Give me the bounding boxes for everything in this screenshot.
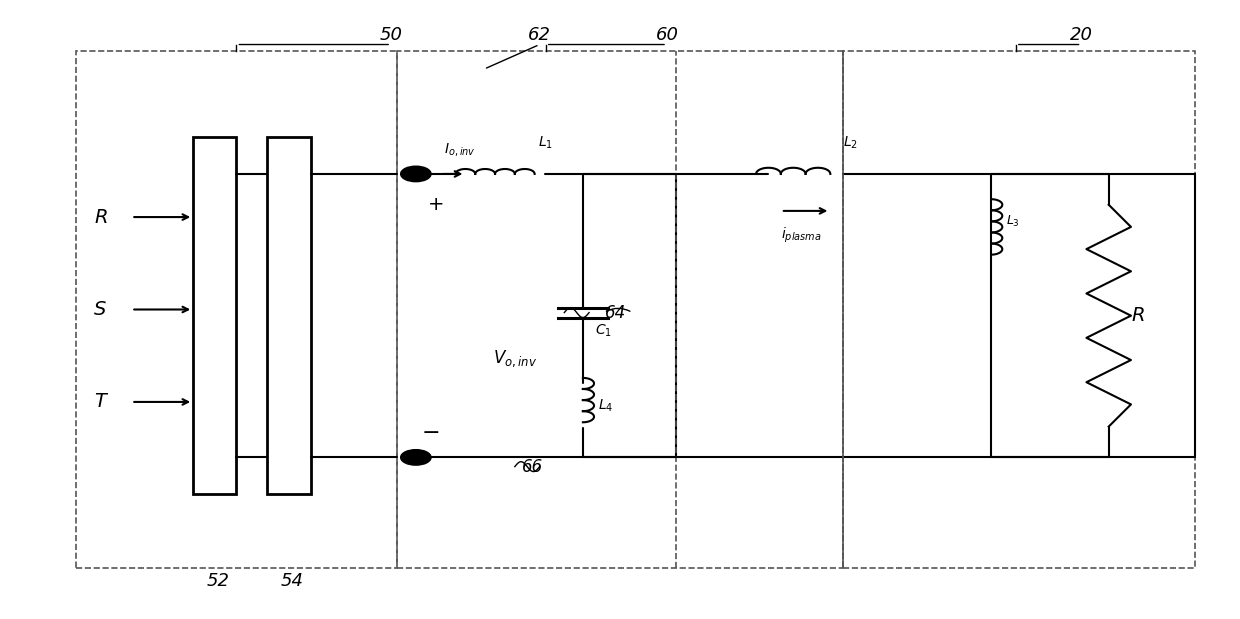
Circle shape [401,167,430,181]
Text: $V_{o,inv}$: $V_{o,inv}$ [492,348,537,369]
Text: $L_1$: $L_1$ [538,135,553,151]
Bar [193,137,237,495]
Text: 20: 20 [1070,26,1092,45]
Text: S: S [94,300,107,319]
Text: −: − [422,423,440,443]
Text: +: + [428,195,445,214]
Text: 52: 52 [206,571,229,590]
Text: 64: 64 [605,303,626,322]
Text: $i_{plasma}$: $i_{plasma}$ [781,226,821,245]
Text: 60: 60 [656,26,678,45]
Text: 62: 62 [528,26,551,45]
Bar [268,137,311,495]
Text: $C_1$: $C_1$ [595,323,613,339]
Text: T: T [94,392,107,412]
Text: $L_2$: $L_2$ [843,135,858,151]
Text: 50: 50 [379,26,403,45]
Text: $L_4$: $L_4$ [598,397,613,414]
Text: $R$: $R$ [1131,306,1145,325]
Circle shape [401,450,430,465]
Text: $I_{o,inv}$: $I_{o,inv}$ [444,141,476,158]
Text: $L_3$: $L_3$ [1006,214,1019,229]
Text: 54: 54 [280,571,304,590]
Text: R: R [94,207,108,227]
Text: 66: 66 [522,457,543,475]
